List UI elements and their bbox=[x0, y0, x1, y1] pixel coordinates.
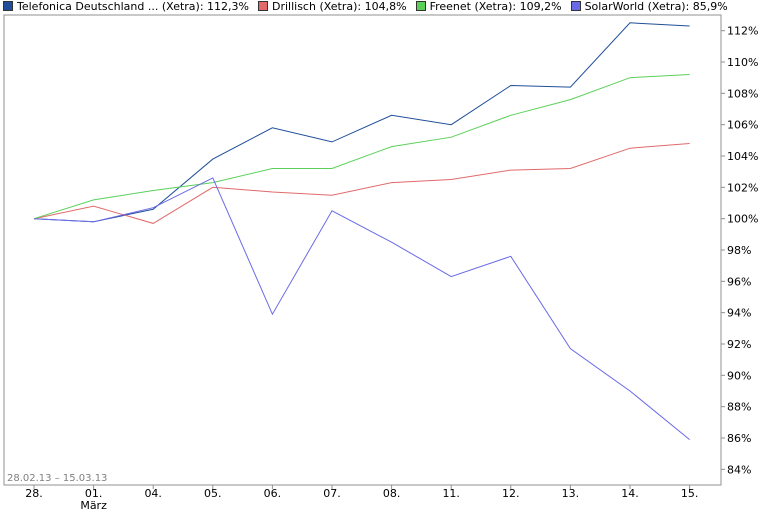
y-tick-label: 98% bbox=[727, 244, 751, 257]
series-line-4 bbox=[33, 177, 690, 440]
legend-label: Freenet (Xetra): 109,2% bbox=[429, 0, 562, 13]
x-tick-label: 07. bbox=[323, 487, 341, 500]
y-tick-label: 86% bbox=[727, 432, 751, 445]
y-tick-label: 108% bbox=[727, 87, 758, 100]
series-line-1 bbox=[33, 22, 690, 223]
y-tick-label: 88% bbox=[727, 401, 751, 414]
series-group bbox=[33, 22, 690, 440]
x-tick-label: 11. bbox=[442, 487, 460, 500]
x-tick-label: 01. bbox=[85, 487, 103, 500]
x-tick-label: 05. bbox=[204, 487, 222, 500]
y-tick-label: 100% bbox=[727, 213, 758, 226]
series-line-2 bbox=[33, 143, 690, 224]
y-tick-label: 84% bbox=[727, 463, 751, 476]
legend-label: Telefonica Deutschland ... (Xetra): 112,… bbox=[17, 0, 249, 13]
legend-swatch bbox=[257, 1, 268, 11]
legend-label: Drillisch (Xetra): 104,8% bbox=[271, 0, 407, 13]
x-tick-label: 12. bbox=[502, 487, 520, 500]
y-tick-label: 96% bbox=[727, 275, 751, 288]
x-tick-label: 06. bbox=[264, 487, 282, 500]
x-tick-label: 13. bbox=[562, 487, 580, 500]
y-tick-label: 94% bbox=[727, 307, 751, 320]
date-range-label: 28.02.13 – 15.03.13 bbox=[7, 473, 107, 484]
x-tick-label: 04. bbox=[144, 487, 162, 500]
y-tick-label: 90% bbox=[727, 369, 751, 382]
legend-item: Telefonica Deutschland ... (Xetra): 112,… bbox=[0, 0, 249, 14]
legend-label: SolarWorld (Xetra): 85,9% bbox=[584, 0, 728, 13]
y-axis: 84% 86% 88% 90% 92% 94% 96% 98% 100% 102% 104% 106%… bbox=[721, 25, 758, 476]
legend-swatch bbox=[570, 1, 581, 11]
legend-item: Drillisch (Xetra): 104,8% bbox=[255, 0, 407, 14]
x-tick-label: 28. bbox=[25, 487, 43, 500]
y-tick-label: 102% bbox=[727, 181, 758, 194]
plot-area bbox=[3, 14, 722, 486]
y-tick-label: 104% bbox=[727, 150, 758, 163]
y-tick-label: 92% bbox=[727, 338, 751, 351]
series-line-3 bbox=[33, 74, 690, 220]
y-tick-label: 106% bbox=[727, 119, 758, 132]
x-tick-sublabel: März bbox=[80, 499, 107, 512]
x-tick-label: 14. bbox=[621, 487, 639, 500]
legend-swatch bbox=[415, 1, 426, 11]
x-axis: 28. 01.März 04. 05. 06. 07. 08. 11. 12. 13. 14. 15. bbox=[25, 485, 698, 512]
legend-item: SolarWorld (Xetra): 85,9% bbox=[568, 0, 728, 14]
x-tick-label: 15. bbox=[681, 487, 699, 500]
legend: Telefonica Deutschland ... (Xetra): 112,… bbox=[0, 0, 760, 14]
x-tick-label: 08. bbox=[383, 487, 401, 500]
legend-item: Freenet (Xetra): 109,2% bbox=[413, 0, 562, 14]
y-tick-label: 110% bbox=[727, 56, 758, 69]
legend-swatch bbox=[3, 1, 13, 11]
y-tick-label: 112% bbox=[727, 25, 758, 38]
